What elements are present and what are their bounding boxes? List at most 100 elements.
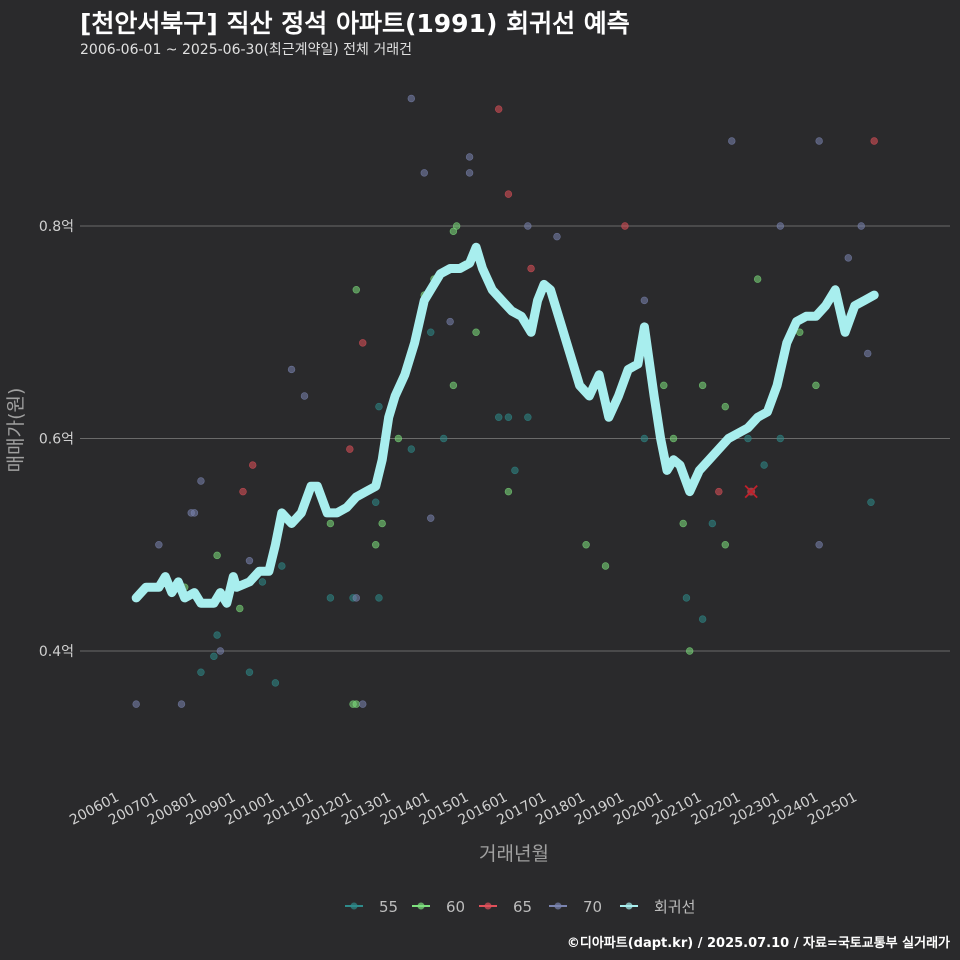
data-point-70 [407,94,416,103]
data-point-65 [249,461,257,469]
data-point-55 [213,631,221,639]
y-tick-label: 0.4억 [39,644,74,660]
legend-item-55: 55 [345,898,398,916]
regression-line [131,242,879,608]
data-point-70 [465,169,474,177]
data-point-70 [420,169,428,177]
data-point-55 [760,461,768,469]
scatter-points [132,94,878,708]
data-point-65 [495,105,503,113]
data-point-70 [446,317,454,326]
data-point-60 [660,381,668,390]
data-point-60 [372,541,380,549]
data-point-55 [258,578,267,586]
data-point-55 [682,594,691,602]
data-point-70 [553,232,561,241]
data-point-55 [271,679,280,687]
data-point-60 [449,381,458,390]
data-point-60 [721,541,729,549]
data-point-70 [844,254,852,262]
data-point-60 [326,519,335,528]
data-point-60 [582,541,590,549]
legend-item-회귀선: 회귀선 [620,898,695,916]
legend-swatch-dot [554,902,562,910]
data-point-55 [744,434,752,443]
data-point-55 [210,652,218,661]
data-point-70 [864,349,872,358]
data-point-70 [427,514,435,522]
data-point-55 [524,413,532,421]
data-point-70 [216,647,225,655]
data-point-70 [640,296,649,305]
data-point-60 [236,604,244,613]
data-point-55 [504,413,513,421]
data-point-55 [372,498,380,506]
legend-label: 회귀선 [654,898,695,916]
legend-swatch-dot [350,902,358,910]
data-point-55 [495,413,503,421]
data-point-55 [375,594,383,602]
data-point-70 [359,700,367,708]
legend-label: 60 [446,898,465,916]
legend-swatch-dot [484,902,492,910]
data-point-55 [278,562,286,570]
data-point-55 [698,615,707,623]
legend-swatch-dot [417,902,425,910]
data-point-70 [245,556,254,565]
legend-item-60: 60 [412,898,465,916]
data-point-60 [213,551,221,560]
data-point-65 [870,137,878,145]
legend-label: 70 [583,898,602,916]
data-point-65 [346,445,354,453]
data-point-55 [439,434,448,443]
data-point-60 [753,275,762,283]
y-axis-title: 매매가(원) [5,388,27,473]
chart-title: [천안서북구] 직산 정석 아파트(1991) 회귀선 예측 [80,9,630,38]
data-point-60 [679,519,687,528]
data-point-65 [504,190,513,198]
legend-swatch-dot [625,902,633,910]
data-point-55 [427,328,435,336]
regression-path [131,242,879,608]
data-point-60 [352,700,360,708]
data-point-55 [708,519,717,528]
data-point-60 [352,286,360,294]
data-point-70 [197,477,205,485]
data-point-70 [300,392,309,400]
data-point-60 [812,381,820,390]
data-point-70 [728,137,736,145]
cancelled-x-marker [744,484,758,499]
data-point-55 [375,402,383,411]
data-point-55 [197,668,205,676]
axes: 0.4억0.6억0.8억2006012007012008012009012010… [5,219,860,865]
data-point-55 [245,668,254,676]
legend: 55 60 65 70 회귀선 [345,898,695,916]
cancelled-markers [744,484,758,499]
data-point-70 [132,700,140,708]
data-point-60 [685,647,694,655]
data-point-55 [640,434,649,443]
data-point-60 [449,227,458,236]
data-point-55 [511,466,519,475]
data-point-60 [721,402,729,411]
data-point-60 [669,434,678,443]
data-point-55 [407,445,416,453]
x-axis-title: 거래년월 [479,843,549,865]
legend-item-70: 70 [549,898,602,916]
data-point-70 [352,594,360,602]
data-point-70 [815,541,823,549]
data-point-55 [326,594,335,602]
data-point-60 [452,222,461,230]
gridlines [80,225,950,652]
y-tick-label: 0.8억 [39,219,74,235]
data-point-60 [698,381,707,390]
data-point-65 [239,487,247,496]
data-point-60 [378,519,386,528]
legend-label: 55 [379,898,398,916]
y-tick-label: 0.6억 [39,432,74,448]
data-point-70 [857,222,865,230]
data-point-60 [601,562,610,570]
data-point-70 [155,541,163,549]
data-point-65 [621,222,629,230]
